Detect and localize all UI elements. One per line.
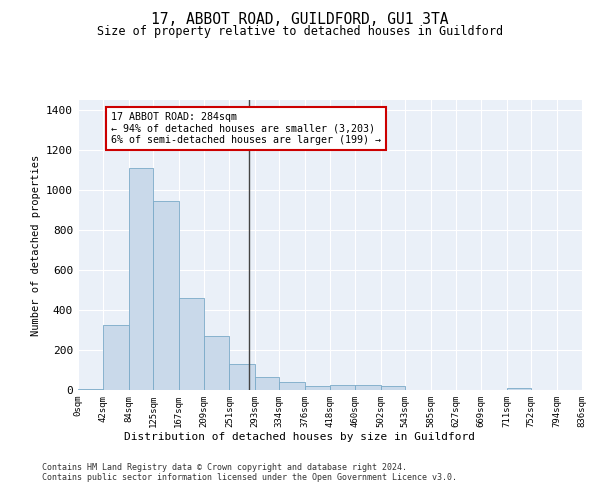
Bar (154, 201, 179, 390)
Text: Contains HM Land Registry data © Crown copyright and database right 2024.: Contains HM Land Registry data © Crown c… (42, 462, 407, 471)
Text: 17 ABBOT ROAD: 284sqm
← 94% of detached houses are smaller (3,203)
6% of semi-de: 17 ABBOT ROAD: 284sqm ← 94% of detached … (111, 112, 381, 145)
Text: Size of property relative to detached houses in Guildford: Size of property relative to detached ho… (97, 25, 503, 38)
Bar (355, 385, 380, 390)
Bar (103, 325, 128, 390)
Bar (506, 388, 532, 390)
Bar (179, 298, 204, 390)
Bar (229, 364, 254, 390)
Bar (330, 385, 355, 390)
Bar (254, 377, 280, 390)
Bar (305, 386, 330, 390)
Text: 17, ABBOT ROAD, GUILDFORD, GU1 3TA: 17, ABBOT ROAD, GUILDFORD, GU1 3TA (151, 12, 449, 28)
Bar (204, 336, 229, 390)
Y-axis label: Number of detached properties: Number of detached properties (31, 154, 41, 336)
Bar (380, 386, 406, 390)
Bar (128, 168, 154, 390)
Text: Distribution of detached houses by size in Guildford: Distribution of detached houses by size … (125, 432, 476, 442)
Text: Contains public sector information licensed under the Open Government Licence v3: Contains public sector information licen… (42, 472, 457, 482)
Bar (78, 389, 103, 390)
Bar (280, 382, 305, 390)
